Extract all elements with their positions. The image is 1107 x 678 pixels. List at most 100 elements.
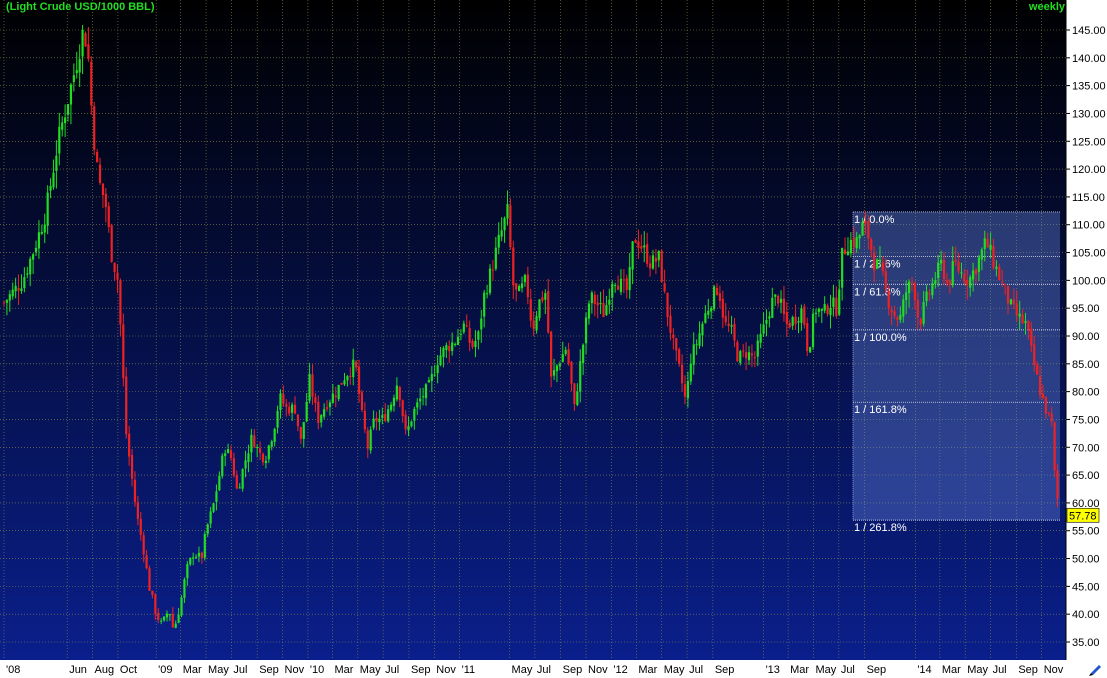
candle-body (17, 288, 20, 291)
candle-body (951, 261, 954, 286)
candle-body (291, 404, 294, 413)
candle-body (110, 225, 113, 262)
y-tick-label: 70.00 (1072, 442, 1100, 454)
candle-body (605, 305, 608, 315)
candle-body (896, 317, 899, 320)
x-tick-label: Jul (841, 664, 855, 676)
candle-body (43, 224, 46, 233)
candle-body (503, 218, 506, 231)
candle-body (1050, 413, 1053, 422)
candle-body (267, 445, 270, 460)
candle-body (116, 272, 119, 280)
candle-body (727, 323, 730, 326)
candle-body (1012, 299, 1015, 304)
candle-body (101, 183, 105, 196)
candle-body (430, 374, 433, 381)
candle-body (759, 333, 762, 343)
candle-body (133, 479, 137, 502)
candle-body (803, 306, 806, 325)
candle-body (162, 616, 166, 621)
candle-body (215, 491, 218, 502)
candle-body (285, 404, 288, 407)
candle-body (698, 333, 701, 346)
x-tick-label: Nov (436, 664, 456, 676)
candle-body (634, 240, 637, 243)
candle-body (113, 262, 116, 272)
candle-body (58, 126, 61, 154)
candle-body (375, 417, 378, 422)
last-price-label: 57.78 (1069, 510, 1097, 522)
candle-body (424, 384, 428, 399)
candle-body (919, 319, 922, 325)
candle-body (506, 204, 509, 219)
candle-body (678, 349, 681, 364)
candle-body (669, 315, 672, 333)
candle-body (52, 172, 55, 188)
y-tick-label: 55.00 (1072, 526, 1100, 538)
candle-body (311, 374, 314, 397)
candle-body (867, 221, 870, 239)
candle-body (261, 453, 265, 463)
candle-body (657, 251, 660, 261)
candle-body (148, 568, 151, 591)
candle-body (814, 312, 818, 315)
candle-body (192, 557, 195, 559)
candle-body (573, 383, 576, 404)
grid-lines (0, 0, 1066, 660)
candle-body (625, 278, 628, 290)
candle-body (93, 106, 96, 150)
candle-body (8, 294, 11, 301)
candle-body (972, 270, 975, 280)
candle-body (96, 151, 99, 163)
candle-body (98, 164, 102, 183)
candle-body (346, 376, 349, 381)
x-tick-label: Mar (334, 664, 353, 676)
candle-body (934, 280, 937, 284)
candle-body (203, 533, 206, 558)
candle-body (675, 338, 678, 351)
candle-body (616, 285, 620, 290)
candle-body (75, 70, 78, 74)
candle-body (756, 340, 759, 357)
candle-body (902, 299, 905, 317)
candle-body (474, 340, 477, 348)
candle-body (611, 283, 614, 298)
candle-body (416, 402, 419, 408)
draw-tool-icon[interactable] (1089, 665, 1101, 676)
candle-body (750, 353, 754, 356)
candle-body (596, 302, 599, 306)
candle-body (614, 284, 617, 286)
candle-body (643, 245, 646, 248)
candle-body (197, 552, 201, 557)
candle-body (232, 458, 236, 476)
candle-body (762, 324, 765, 334)
y-tick-label: 135.00 (1072, 81, 1106, 93)
candle-body (206, 524, 209, 534)
candle-body (480, 318, 483, 330)
candle-body (998, 266, 1001, 281)
candle-body (590, 292, 593, 304)
x-tick-label: Jul (993, 664, 1007, 676)
candle-body (352, 359, 355, 377)
candle-body (84, 33, 87, 47)
candle-body (378, 418, 381, 423)
x-tick-label: Sep (563, 664, 583, 676)
candle-body (718, 293, 722, 301)
candle-body (852, 237, 855, 248)
candle-body (174, 623, 177, 628)
candle-body (584, 317, 588, 344)
x-tick-label: Jul (537, 664, 551, 676)
candle-body (1027, 321, 1030, 331)
candle-body (689, 363, 692, 382)
candle-body (733, 323, 736, 341)
candle-body (541, 297, 544, 301)
candle-body (599, 303, 602, 305)
candle-body (154, 594, 157, 614)
x-tick-label: '10 (310, 664, 324, 676)
candle-body (797, 321, 800, 323)
candle-body (87, 44, 90, 59)
candle-body (90, 61, 93, 106)
candle-body (453, 343, 457, 345)
candle-body (421, 396, 425, 398)
candle-body (349, 375, 352, 377)
